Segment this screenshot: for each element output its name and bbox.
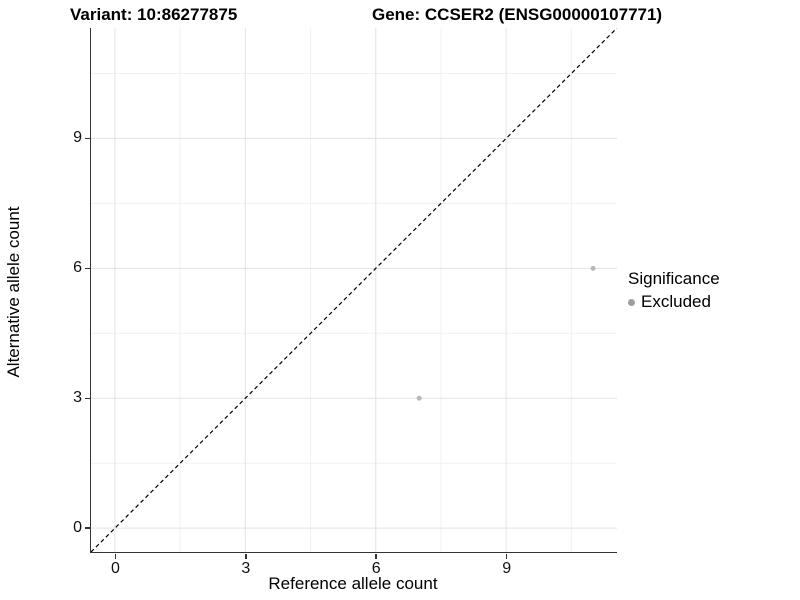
legend: Significance Excluded — [628, 269, 720, 312]
legend-key-dot — [628, 298, 635, 306]
y-tick-mark — [85, 527, 90, 529]
legend-item-label: Excluded — [641, 292, 711, 311]
y-tick-label: 9 — [73, 129, 82, 147]
y-tick-label: 6 — [73, 259, 82, 277]
plot-svg — [91, 28, 617, 552]
x-tick-label: 6 — [371, 560, 381, 577]
plot-title-variant: Variant: 10:86277875 — [70, 5, 238, 24]
x-tick-mark — [375, 553, 377, 559]
y-tick-label: 3 — [73, 389, 82, 407]
legend-item-excluded: Excluded — [628, 292, 720, 312]
plot-title-gene: Gene: CCSER2 (ENSG00000107771) — [372, 5, 663, 24]
data-point — [590, 265, 596, 271]
plot-panel — [90, 28, 617, 553]
x-tick-mark — [505, 553, 508, 559]
y-tick-label: 0 — [73, 519, 82, 537]
x-tick-label: 9 — [502, 560, 512, 577]
x-axis-title: Reference allele count — [268, 574, 438, 593]
y-tick-mark — [85, 267, 90, 270]
x-tick-label: 3 — [241, 560, 251, 577]
x-tick-mark — [245, 553, 247, 559]
y-tick-mark — [85, 397, 90, 399]
data-point — [416, 395, 422, 401]
x-tick-label: 0 — [110, 560, 120, 577]
y-axis-title: Alternative allele count — [4, 206, 23, 378]
identity-line — [91, 28, 617, 552]
x-tick-mark — [114, 553, 117, 559]
legend-title: Significance — [628, 269, 720, 288]
y-tick-mark — [85, 137, 90, 140]
